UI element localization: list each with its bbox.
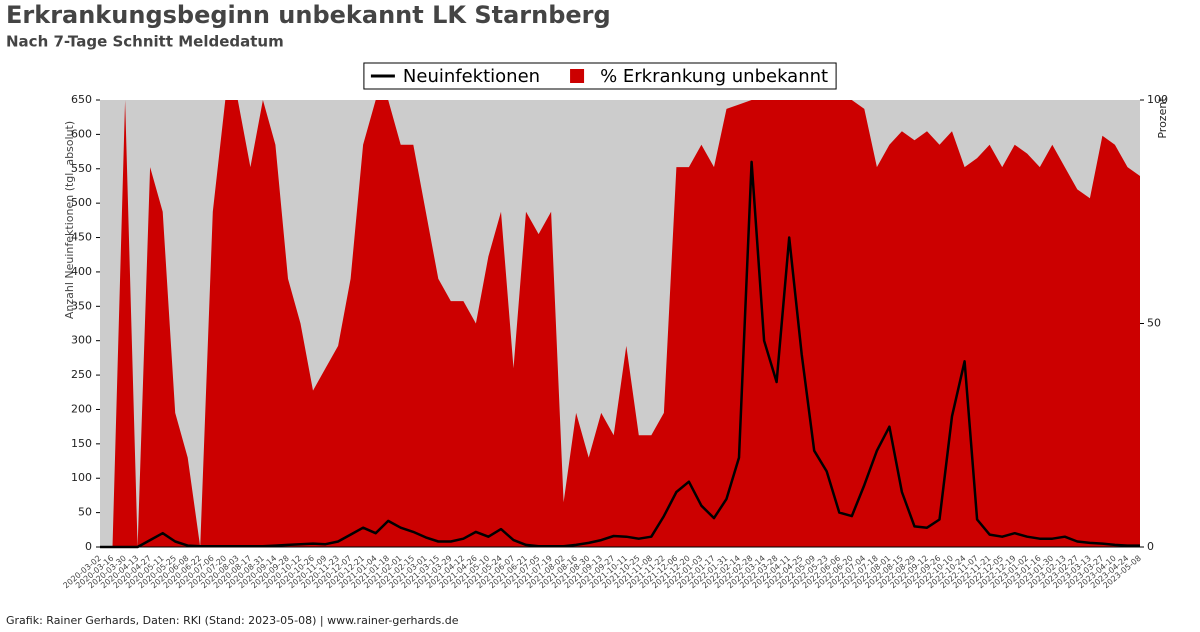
legend-label: Neuinfektionen — [403, 66, 540, 87]
y-tick-label: 50 — [78, 506, 92, 519]
y-tick-label: 350 — [71, 299, 92, 312]
y-tick-label: 650 — [71, 93, 92, 106]
legend: Neuinfektionen % Erkrankung unbekannt — [363, 62, 837, 90]
y-tick-label: 150 — [71, 437, 92, 450]
legend-label: % Erkrankung unbekannt — [600, 66, 828, 87]
y-tick-label: 600 — [71, 127, 92, 140]
line — [100, 160, 1140, 549]
legend-swatch — [570, 69, 585, 83]
legend-box — [363, 62, 837, 90]
y-tick-label: 400 — [71, 265, 92, 278]
chart-subtitle: Nach 7-Tage Schnitt Meldedatum — [6, 33, 284, 51]
footer: Grafik: Rainer Gerhards, Daten: RKI (Sta… — [6, 614, 459, 627]
y-tick-label: 450 — [71, 231, 92, 244]
y-tick-label: 100 — [71, 471, 92, 484]
y-tick-label: 500 — [71, 196, 92, 209]
y-axis-label: Anzahl Neuinfektionen (tgl. absolut) — [63, 121, 76, 319]
y-tick-label: 200 — [71, 402, 92, 415]
chart-title: Erkrankungsbeginn unbekannt LK Starnberg — [6, 1, 611, 29]
y2-axis-label: Prozent — [1156, 97, 1169, 139]
y-tick-label: 300 — [71, 334, 92, 347]
y-tick-label: 0 — [85, 540, 92, 553]
y-tick-label: 250 — [71, 368, 92, 381]
area — [100, 100, 1140, 547]
y2-tick-label: 100 — [1147, 93, 1168, 106]
y2-tick-label: 0 — [1147, 540, 1154, 553]
y2-tick-label: 50 — [1147, 317, 1161, 330]
y-tick-label: 550 — [71, 162, 92, 175]
